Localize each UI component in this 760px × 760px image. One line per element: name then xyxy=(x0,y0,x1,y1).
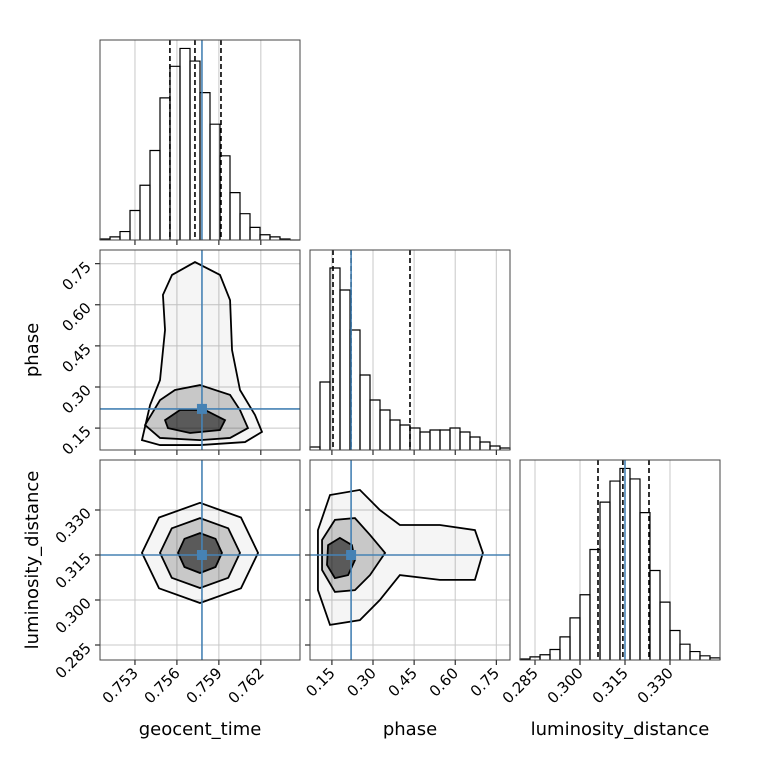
y-tick-label: 0.315 xyxy=(52,549,95,592)
hist-bar xyxy=(569,617,581,660)
y-tick-label: 0.300 xyxy=(52,594,95,637)
hist-bar xyxy=(459,431,471,450)
hist-bar xyxy=(469,436,481,450)
panel-frame xyxy=(99,249,301,451)
panel-frame xyxy=(309,249,511,451)
x-axis-label: phase xyxy=(383,719,437,740)
hist-bar xyxy=(369,399,381,450)
hist-bar xyxy=(599,501,611,660)
hist-bar xyxy=(229,192,241,240)
hist-bar xyxy=(689,650,701,660)
x-tick-label: 0.15 xyxy=(302,664,338,700)
panel-frame xyxy=(519,459,721,661)
y-tick-label: 0.285 xyxy=(52,639,95,682)
hist-bar xyxy=(149,149,161,240)
y-tick-label: 0.15 xyxy=(58,422,94,458)
hist-bar xyxy=(559,636,571,660)
hist-bar xyxy=(379,409,391,450)
hist-bar xyxy=(609,480,621,660)
truth-marker xyxy=(346,550,357,561)
hist-bar xyxy=(249,226,261,240)
hist-bar xyxy=(539,654,551,660)
x-tick-label: 0.330 xyxy=(634,664,677,707)
hist-bar xyxy=(659,601,671,660)
x-tick-label: 0.762 xyxy=(225,664,268,707)
y-tick-label: 0.60 xyxy=(58,299,94,335)
hist-bar xyxy=(389,419,401,450)
y-tick-label: 0.330 xyxy=(52,504,95,547)
x-tick-label: 0.759 xyxy=(183,664,226,707)
x-tick-label: 0.285 xyxy=(499,664,542,707)
x-tick-label: 0.315 xyxy=(589,664,632,707)
x-tick-label: 0.753 xyxy=(99,664,142,707)
y-axis-label: luminosity_distance xyxy=(22,471,43,650)
hist-bar xyxy=(669,629,681,660)
hist-bar xyxy=(679,643,691,660)
hist-bar xyxy=(359,374,371,450)
panel-frame xyxy=(99,459,301,661)
hist-bar xyxy=(259,234,271,240)
panel-frame xyxy=(99,39,301,241)
y-axis-label: phase xyxy=(22,323,43,377)
hist-bar xyxy=(189,60,201,240)
x-tick-label: 0.756 xyxy=(141,664,184,707)
hist-bar xyxy=(319,381,331,450)
x-tick-label: 0.45 xyxy=(385,664,421,700)
hist-bar xyxy=(159,97,171,240)
x-tick-label: 0.300 xyxy=(544,664,587,707)
x-tick-label: 0.75 xyxy=(467,664,503,700)
hist-bar xyxy=(179,47,191,240)
hist-bar xyxy=(399,424,411,450)
hist-bar xyxy=(699,655,711,660)
x-tick-label: 0.60 xyxy=(426,664,462,700)
x-axis-label: geocent_time xyxy=(139,719,262,740)
x-axis-label: luminosity_distance xyxy=(531,719,710,740)
panel-frame xyxy=(309,459,511,661)
x-tick-label: 0.30 xyxy=(343,664,379,700)
truth-marker xyxy=(196,403,207,414)
hist-bar xyxy=(489,445,501,450)
y-tick-label: 0.30 xyxy=(58,381,94,417)
y-tick-label: 0.75 xyxy=(58,258,94,294)
hist-bar xyxy=(479,441,491,450)
hist-bar xyxy=(409,427,421,450)
truth-marker xyxy=(196,550,207,561)
hist-bar xyxy=(139,184,151,240)
hist-bar xyxy=(339,289,351,450)
contour xyxy=(163,409,227,434)
hist-bar xyxy=(579,594,591,660)
hist-bar xyxy=(429,429,441,450)
hist-bar xyxy=(239,213,251,240)
hist-bar xyxy=(649,569,661,660)
y-tick-label: 0.45 xyxy=(58,340,94,376)
hist-bar xyxy=(629,478,641,660)
hist-bar xyxy=(169,65,181,240)
hist-bar xyxy=(549,648,561,660)
hist-bar xyxy=(439,429,451,450)
hist-bar xyxy=(119,230,131,240)
hist-bar xyxy=(419,431,431,450)
